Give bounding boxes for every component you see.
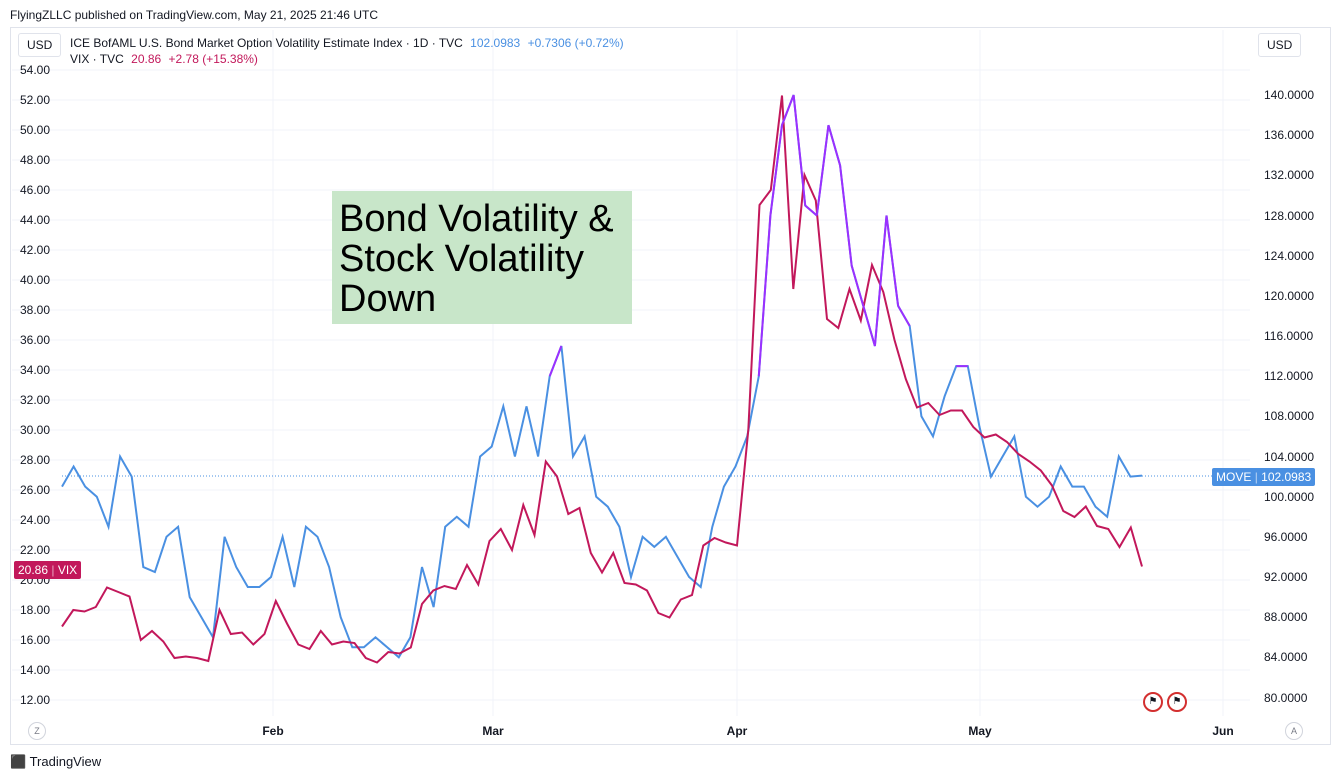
right-tick-label: 112.0000: [1264, 369, 1314, 384]
right-tick-label: 120.0000: [1264, 288, 1315, 303]
right-tick-label: 128.0000: [1264, 208, 1315, 223]
left-tick-label: 30.00: [20, 423, 51, 437]
left-tick-label: 26.00: [20, 483, 51, 497]
x-tick-label: Jun: [1212, 724, 1234, 738]
right-tick-label: 104.0000: [1264, 449, 1315, 464]
annotation-line-2: Stock Volatility: [339, 238, 584, 280]
vix-price-tag-value: 20.86: [18, 563, 49, 577]
us-flag-event-icon[interactable]: ⚑: [1167, 692, 1187, 712]
left-tick-label: 54.00: [20, 63, 51, 77]
currency-left-button[interactable]: USD: [18, 33, 62, 57]
us-flag-event-icon[interactable]: ⚑: [1143, 692, 1163, 712]
currency-right-button[interactable]: USD: [1258, 33, 1302, 57]
auto-scale-button[interactable]: A: [1285, 722, 1303, 740]
legend-vix-change: +2.78 (+15.38%): [168, 52, 258, 66]
right-tick-label: 80.0000: [1264, 690, 1308, 705]
left-tick-label: 52.00: [20, 93, 51, 107]
x-tick-label: Apr: [726, 724, 748, 738]
right-tick-label: 124.0000: [1264, 248, 1315, 263]
move-price-tag-label: MOVE: [1216, 470, 1252, 484]
right-tick-label: 88.0000: [1264, 610, 1308, 625]
left-tick-label: 38.00: [20, 303, 51, 317]
legend-move-value: 102.0983: [470, 36, 521, 50]
legend-vix-name: VIX · TVC: [70, 52, 124, 66]
move-price-tag: MOVE | 102.0983: [1212, 468, 1316, 486]
annotation-box[interactable]: Bond Volatility & Stock Volatility Down: [332, 191, 632, 324]
left-tick-label: 44.00: [20, 213, 51, 227]
right-tick-label: 136.0000: [1264, 128, 1315, 143]
left-tick-label: 36.00: [20, 333, 51, 347]
left-tick-label: 42.00: [20, 243, 51, 257]
legend-vix-value: 20.86: [131, 52, 162, 66]
left-tick-label: 22.00: [20, 543, 51, 557]
published-caption: FlyingZLLC published on TradingView.com,…: [10, 8, 378, 22]
x-tick-label: Mar: [482, 724, 504, 738]
left-tick-label: 34.00: [20, 363, 51, 377]
x-tick-label: May: [968, 724, 992, 738]
legend-move-name: ICE BofAML U.S. Bond Market Option Volat…: [70, 36, 463, 50]
legend-move-change: +0.7306 (+0.72%): [527, 36, 624, 50]
right-tick-label: 84.0000: [1264, 650, 1308, 665]
right-tick-label: 92.0000: [1264, 570, 1308, 584]
left-tick-label: 28.00: [20, 453, 51, 467]
right-tick-label: 132.0000: [1264, 168, 1315, 183]
vix-price-tag: 20.86 | VIX: [14, 561, 82, 579]
left-tick-label: 12.00: [20, 693, 51, 707]
zoom-button[interactable]: Z: [28, 722, 46, 740]
left-tick-label: 24.00: [20, 513, 51, 527]
tradingview-brand: TradingView: [29, 754, 102, 769]
left-tick-label: 32.00: [20, 393, 51, 407]
left-tick-label: 14.00: [20, 663, 51, 677]
left-tick-label: 48.00: [20, 153, 51, 167]
right-tick-label: 100.0000: [1264, 489, 1315, 504]
right-tick-label: 96.0000: [1264, 529, 1308, 544]
left-tick-label: 18.00: [20, 603, 51, 617]
legend-vix[interactable]: VIX · TVC 20.86 +2.78 (+15.38%): [70, 52, 262, 66]
annotation-line-1: Bond Volatility &: [339, 198, 614, 240]
chart-frame: [10, 27, 1331, 745]
vix-price-tag-label: VIX: [57, 563, 78, 577]
legend-move[interactable]: ICE BofAML U.S. Bond Market Option Volat…: [70, 36, 628, 50]
left-tick-label: 40.00: [20, 273, 51, 287]
right-tick-label: 140.0000: [1264, 88, 1315, 102]
annotation-line-3: Down: [339, 278, 437, 320]
left-tick-label: 16.00: [20, 633, 51, 647]
right-tick-label: 108.0000: [1264, 409, 1315, 424]
left-tick-label: 50.00: [20, 123, 51, 137]
right-tick-label: 116.0000: [1264, 329, 1314, 343]
x-tick-label: Feb: [262, 724, 284, 738]
tradingview-logo[interactable]: ⬛ TradingView: [10, 754, 101, 770]
tradingview-logo-icon: ⬛: [10, 754, 27, 769]
left-tick-label: 46.00: [20, 183, 51, 197]
move-price-tag-value: 102.0983: [1261, 470, 1312, 484]
